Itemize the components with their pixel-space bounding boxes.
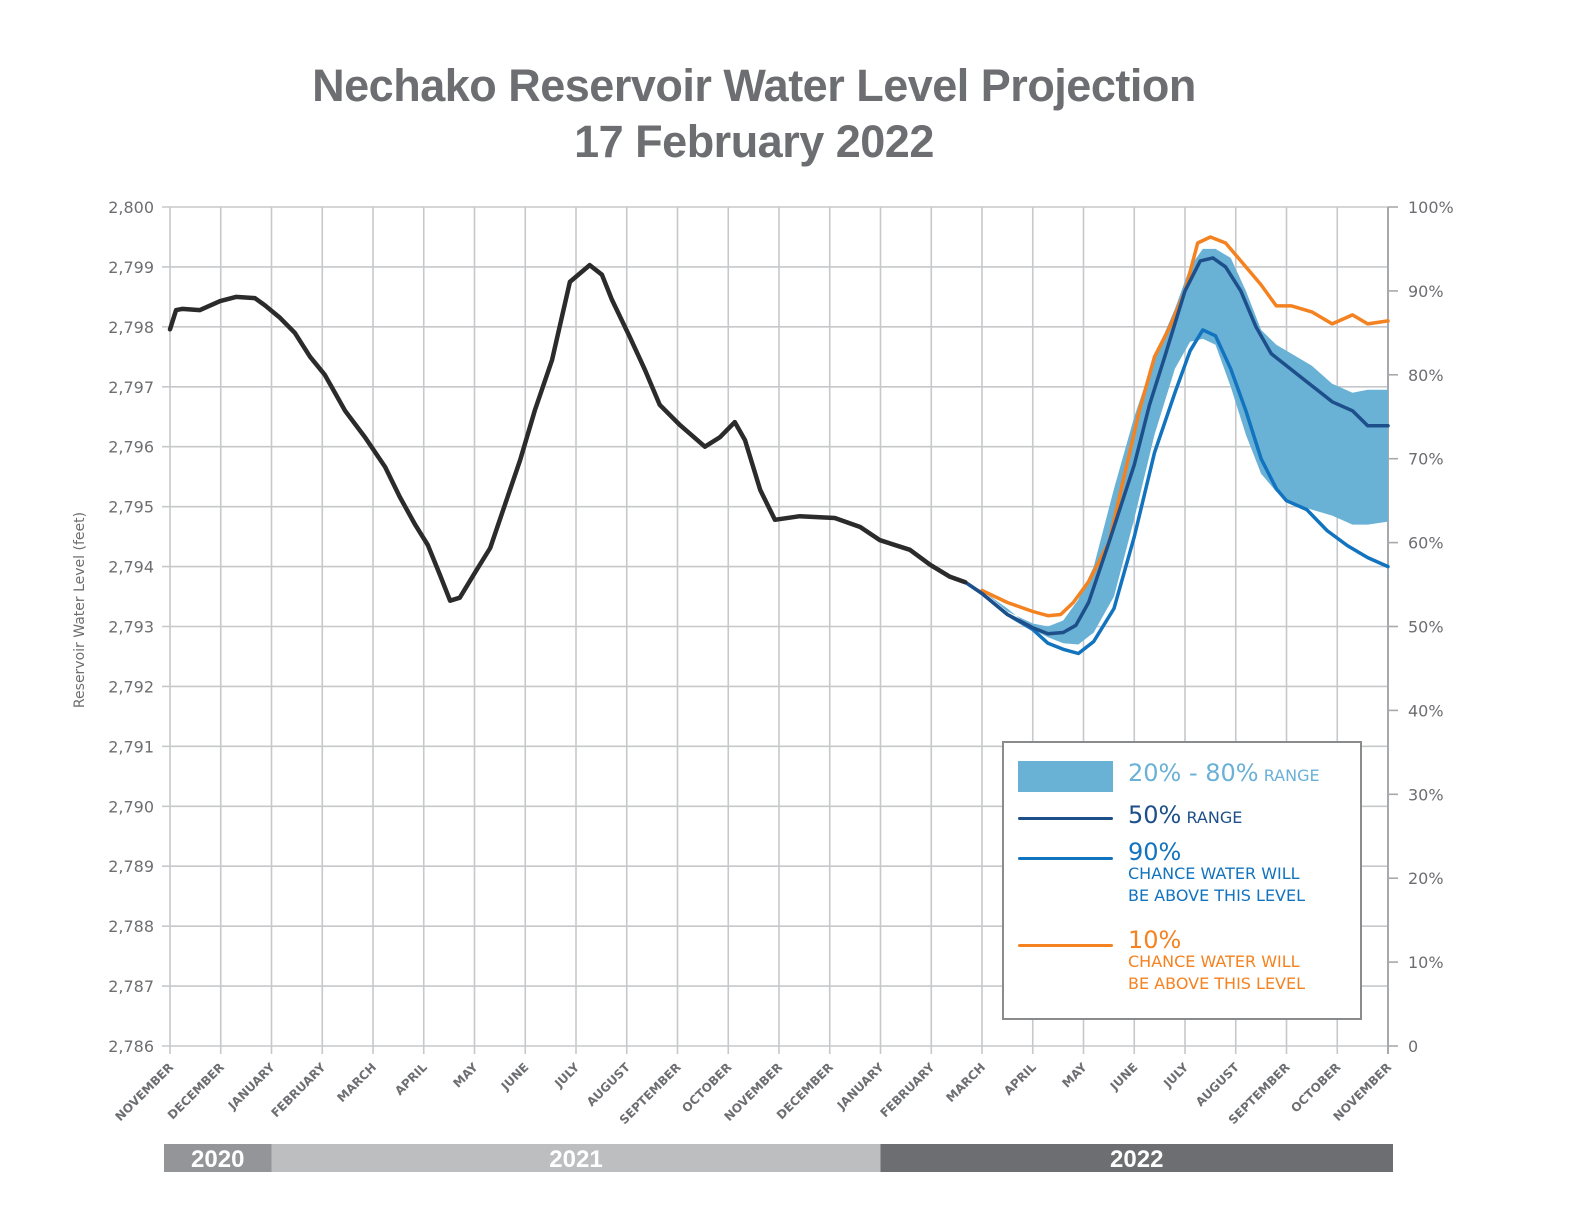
legend-band-big: 20% - 80%	[1128, 759, 1259, 787]
y-tick-label: 2,796	[108, 438, 154, 457]
legend-item-p90: 90% CHANCE WATER WILL BE ABOVE THIS LEVE…	[1128, 838, 1306, 907]
legend-p90-line1: CHANCE WATER WILL	[1128, 864, 1300, 883]
x-tick-label: FEBRUARY	[268, 1060, 328, 1120]
y-tick-label: 2,799	[108, 258, 154, 277]
legend-median-small: RANGE	[1186, 808, 1243, 827]
y-axis-label: Reservoir Water Level (feet)	[72, 512, 88, 708]
y-tick-label: 2,786	[108, 1037, 154, 1056]
year-segment-2021	[271, 1144, 881, 1172]
legend-item-p10: 10% CHANCE WATER WILL BE ABOVE THIS LEVE…	[1128, 926, 1306, 995]
y2-tick-label: 70%	[1408, 450, 1444, 469]
x-tick-label: APRIL	[1001, 1060, 1039, 1098]
y-tick-label: 2,793	[108, 618, 154, 637]
series-p90	[963, 328, 1390, 656]
x-tick-label: AUGUST	[1193, 1060, 1242, 1109]
x-tick-label: JANUARY	[225, 1060, 278, 1113]
series-median-50	[963, 256, 1390, 636]
chart-title: Nechako Reservoir Water Level Projection…	[0, 58, 1508, 170]
year-label-2022: 2022	[1110, 1146, 1163, 1173]
y2-tick-label: 100%	[1408, 198, 1454, 217]
y2-tick-label: 10%	[1408, 953, 1444, 972]
x-tick-label: MAY	[450, 1060, 480, 1090]
year-segment-2020	[164, 1144, 272, 1172]
legend-item-median: 50% RANGE	[1128, 801, 1242, 829]
y2-tick-label: 80%	[1408, 366, 1444, 385]
year-label-2021: 2021	[549, 1146, 602, 1173]
legend-p10-line2: BE ABOVE THIS LEVEL	[1128, 974, 1306, 993]
y-tick-label: 2,795	[108, 498, 154, 517]
x-tick-label: JULY	[551, 1060, 582, 1091]
y-axis-right: 100% 90% 80% 70% 60% 50% 40% 30% 20% 10% 0	[1387, 198, 1454, 1056]
x-tick-label: MARCH	[334, 1060, 379, 1105]
y-tick-label: 2,788	[108, 917, 154, 936]
y2-tick-label: 0	[1408, 1037, 1418, 1056]
y2-tick-label: 20%	[1408, 869, 1444, 888]
legend-median-big: 50%	[1128, 801, 1182, 829]
y2-tick-label: 50%	[1408, 618, 1444, 637]
legend-p10-line1: CHANCE WATER WILL	[1128, 952, 1300, 971]
legend-swatch-band	[1018, 761, 1113, 792]
y-tick-label: 2,787	[108, 977, 154, 996]
legend-swatch-p10	[1018, 944, 1113, 947]
year-bar: 2020 2021 2022	[164, 1144, 1393, 1173]
y-tick-label: 2,800	[108, 198, 154, 217]
x-tick-label: FEBRUARY	[877, 1060, 937, 1120]
legend: 20% - 80% RANGE 50% RANGE 90% CHANCE WAT…	[1002, 741, 1362, 1020]
chart-subtitle: 17 February 2022	[574, 116, 934, 167]
legend-band-small: RANGE	[1263, 766, 1320, 785]
y2-tick-label: 60%	[1408, 534, 1444, 553]
y2-tick-label: 90%	[1408, 282, 1444, 301]
x-tick-label: MARCH	[943, 1060, 988, 1105]
legend-p10-big: 10%	[1128, 926, 1182, 954]
x-tick-label: JUNE	[498, 1060, 532, 1094]
y-tick-label: 2,791	[108, 737, 154, 756]
series-layer	[167, 235, 1390, 656]
x-tick-label: AUGUST	[584, 1060, 633, 1109]
y-tick-label: 2,797	[108, 378, 154, 397]
year-label-2020: 2020	[191, 1146, 244, 1173]
x-tick-label: OCTOBER	[1288, 1060, 1343, 1115]
year-segment-2022	[880, 1144, 1393, 1172]
legend-p90-big: 90%	[1128, 838, 1182, 866]
y-tick-label: 2,794	[108, 558, 154, 577]
series-band-20-80	[982, 248, 1388, 645]
legend-item-band: 20% - 80% RANGE	[1128, 759, 1320, 787]
x-tick-label: JUNE	[1107, 1060, 1141, 1094]
series-historical	[167, 262, 968, 603]
y-tick-label: 2,789	[108, 857, 154, 876]
legend-swatch-p90	[1018, 857, 1113, 860]
x-tick-label: OCTOBER	[679, 1060, 734, 1115]
x-tick-label: JULY	[1160, 1060, 1191, 1091]
x-tick-label: MAY	[1059, 1060, 1089, 1090]
y2-tick-label: 30%	[1408, 785, 1444, 804]
y-tick-label: 2,790	[108, 797, 154, 816]
y-tick-label: 2,792	[108, 677, 154, 696]
y-tick-label: 2,798	[108, 318, 154, 337]
y2-tick-label: 40%	[1408, 701, 1444, 720]
legend-swatch-median	[1018, 817, 1113, 820]
y-axis-left: 2,800 2,799 2,798 2,797 2,796 2,795 2,794 2,793…	[108, 198, 154, 1056]
legend-p90-line2: BE ABOVE THIS LEVEL	[1128, 886, 1306, 905]
chart-title-main: Nechako Reservoir Water Level Projection	[312, 60, 1196, 111]
x-tick-label: JANUARY	[834, 1060, 887, 1113]
x-tick-label: APRIL	[392, 1060, 430, 1098]
